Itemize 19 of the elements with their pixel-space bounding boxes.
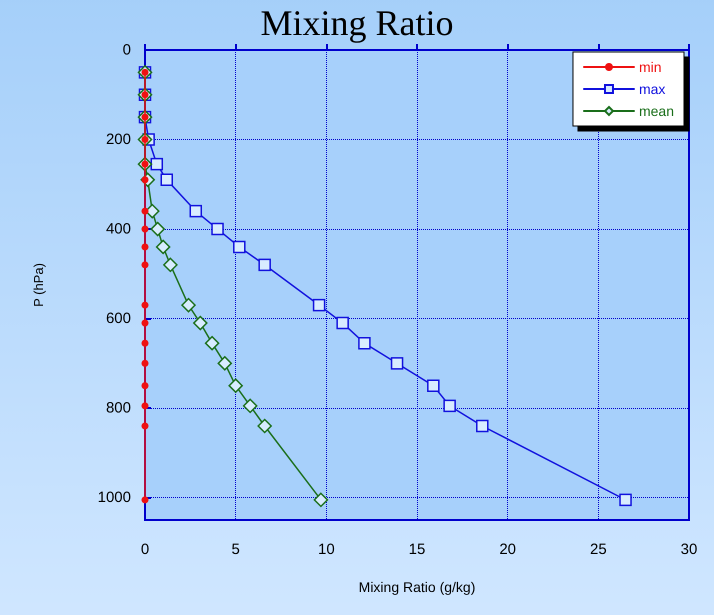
legend-label: max — [638, 81, 666, 97]
x-tick-label: 5 — [231, 541, 240, 558]
y-axis-title: P (hPa) — [31, 263, 46, 307]
chart-title: Mixing Ratio — [260, 3, 454, 43]
x-axis-title: Mixing Ratio (g/kg) — [358, 579, 476, 595]
x-tick-label: 15 — [408, 541, 426, 558]
y-tick-label: 1000 — [98, 489, 131, 506]
y-tick-label: 800 — [106, 400, 131, 417]
x-tick-label: 10 — [318, 541, 335, 558]
y-tick-label: 0 — [122, 42, 131, 58]
y-tick-label: 600 — [106, 310, 131, 328]
x-tick-label: 20 — [499, 541, 516, 558]
legend-label: mean — [638, 103, 674, 119]
x-tick-label: 0 — [140, 541, 150, 558]
x-tick-label: 30 — [680, 541, 698, 558]
x-tick-label: 25 — [590, 541, 607, 558]
y-tick-label: 400 — [106, 220, 131, 238]
legend-label: min — [638, 59, 662, 75]
y-tick-label: 200 — [106, 131, 131, 148]
